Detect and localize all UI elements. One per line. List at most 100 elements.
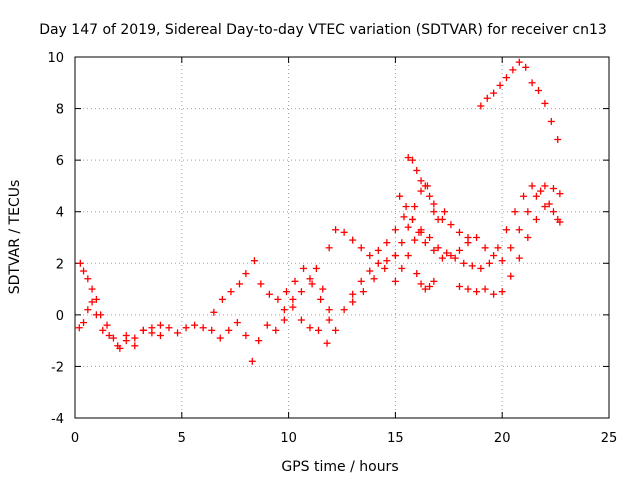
data-point: [426, 282, 434, 290]
data-point: [464, 239, 472, 247]
data-point: [242, 270, 250, 278]
data-point: [235, 280, 243, 288]
data-point: [515, 226, 523, 234]
data-point: [332, 226, 340, 234]
data-point: [274, 295, 282, 303]
data-point: [541, 182, 549, 190]
data-point: [80, 267, 88, 275]
data-point: [490, 252, 498, 260]
data-points: [75, 58, 564, 365]
data-point: [92, 295, 100, 303]
data-point: [319, 285, 327, 293]
data-point: [289, 303, 297, 311]
data-point: [109, 334, 117, 342]
data-point: [255, 337, 263, 345]
data-point: [490, 89, 498, 97]
data-point: [131, 334, 139, 342]
data-point: [520, 192, 528, 200]
data-point: [441, 208, 449, 216]
data-point: [398, 239, 406, 247]
data-point: [477, 102, 485, 110]
data-point: [84, 306, 92, 314]
data-point: [105, 331, 113, 339]
data-point: [490, 290, 498, 298]
x-tick-label: 10: [280, 431, 297, 446]
data-point: [413, 270, 421, 278]
data-point: [451, 254, 459, 262]
data-point: [325, 306, 333, 314]
data-point: [139, 326, 147, 334]
data-point: [455, 246, 463, 254]
data-point: [411, 203, 419, 211]
data-point: [116, 344, 124, 352]
data-point: [265, 290, 273, 298]
data-point: [402, 203, 410, 211]
data-point: [413, 166, 421, 174]
data-point: [535, 87, 543, 95]
data-point: [396, 192, 404, 200]
data-point: [340, 306, 348, 314]
x-tick-label: 25: [601, 431, 618, 446]
data-point: [498, 257, 506, 265]
data-point: [323, 339, 331, 347]
data-point: [481, 285, 489, 293]
data-point: [532, 192, 540, 200]
data-point: [208, 326, 216, 334]
data-point: [257, 280, 265, 288]
data-point: [391, 277, 399, 285]
data-point: [325, 244, 333, 252]
data-point: [366, 267, 374, 275]
plot-frame: [74, 56, 610, 419]
data-point: [545, 200, 553, 208]
data-point: [88, 285, 96, 293]
data-point: [400, 213, 408, 221]
y-tick-label: 6: [56, 154, 64, 169]
data-point: [370, 275, 378, 283]
data-point: [430, 277, 438, 285]
data-point: [282, 288, 290, 296]
data-point: [315, 326, 323, 334]
data-point: [430, 246, 438, 254]
data-point: [434, 215, 442, 223]
data-point: [357, 244, 365, 252]
chart-title: Day 147 of 2019, Sidereal Day-to-day VTE…: [39, 22, 607, 38]
data-point: [434, 244, 442, 252]
data-point: [312, 264, 320, 272]
data-point: [374, 259, 382, 267]
data-point: [227, 288, 235, 296]
data-point: [421, 285, 429, 293]
data-point: [131, 342, 139, 350]
data-point: [174, 329, 182, 337]
data-point: [391, 252, 399, 260]
data-point: [507, 244, 515, 252]
y-tick-label: -2: [51, 360, 64, 375]
data-point: [417, 177, 425, 185]
data-point: [515, 254, 523, 262]
data-point: [272, 326, 280, 334]
data-point: [383, 239, 391, 247]
y-tick-label: 0: [56, 309, 64, 324]
data-point: [349, 236, 357, 244]
data-point: [515, 58, 523, 66]
data-point: [289, 295, 297, 303]
data-point: [156, 331, 164, 339]
data-point: [455, 228, 463, 236]
data-point: [225, 326, 233, 334]
data-point: [381, 264, 389, 272]
data-point: [430, 208, 438, 216]
data-point: [332, 326, 340, 334]
data-point: [473, 234, 481, 241]
y-tick-labels: -4 -2 0 2 4 6 8 10: [47, 51, 64, 427]
data-point: [537, 187, 545, 195]
data-point: [455, 282, 463, 290]
data-point: [182, 324, 190, 332]
data-point: [481, 244, 489, 252]
data-point: [430, 200, 438, 208]
data-point: [541, 99, 549, 107]
data-point: [447, 252, 455, 260]
data-point: [297, 316, 305, 324]
data-point: [408, 156, 416, 164]
data-point: [554, 136, 562, 144]
